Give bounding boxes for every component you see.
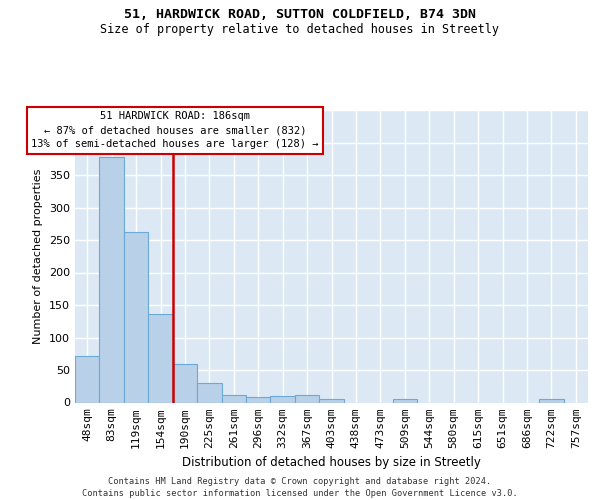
- Bar: [221, 396, 246, 402]
- Bar: [173, 364, 197, 403]
- Bar: [271, 396, 295, 402]
- Bar: [539, 399, 563, 402]
- X-axis label: Distribution of detached houses by size in Streetly: Distribution of detached houses by size …: [182, 456, 481, 469]
- Bar: [124, 232, 148, 402]
- Bar: [392, 399, 417, 402]
- Text: Contains HM Land Registry data © Crown copyright and database right 2024.
Contai: Contains HM Land Registry data © Crown c…: [82, 476, 518, 498]
- Text: Size of property relative to detached houses in Streetly: Size of property relative to detached ho…: [101, 22, 499, 36]
- Y-axis label: Number of detached properties: Number of detached properties: [34, 168, 43, 344]
- Bar: [197, 383, 221, 402]
- Bar: [75, 356, 100, 403]
- Bar: [100, 157, 124, 402]
- Bar: [246, 396, 271, 402]
- Text: 51 HARDWICK ROAD: 186sqm
← 87% of detached houses are smaller (832)
13% of semi-: 51 HARDWICK ROAD: 186sqm ← 87% of detach…: [31, 112, 319, 150]
- Text: 51, HARDWICK ROAD, SUTTON COLDFIELD, B74 3DN: 51, HARDWICK ROAD, SUTTON COLDFIELD, B74…: [124, 8, 476, 20]
- Bar: [148, 314, 173, 402]
- Bar: [295, 396, 319, 402]
- Bar: [319, 398, 344, 402]
